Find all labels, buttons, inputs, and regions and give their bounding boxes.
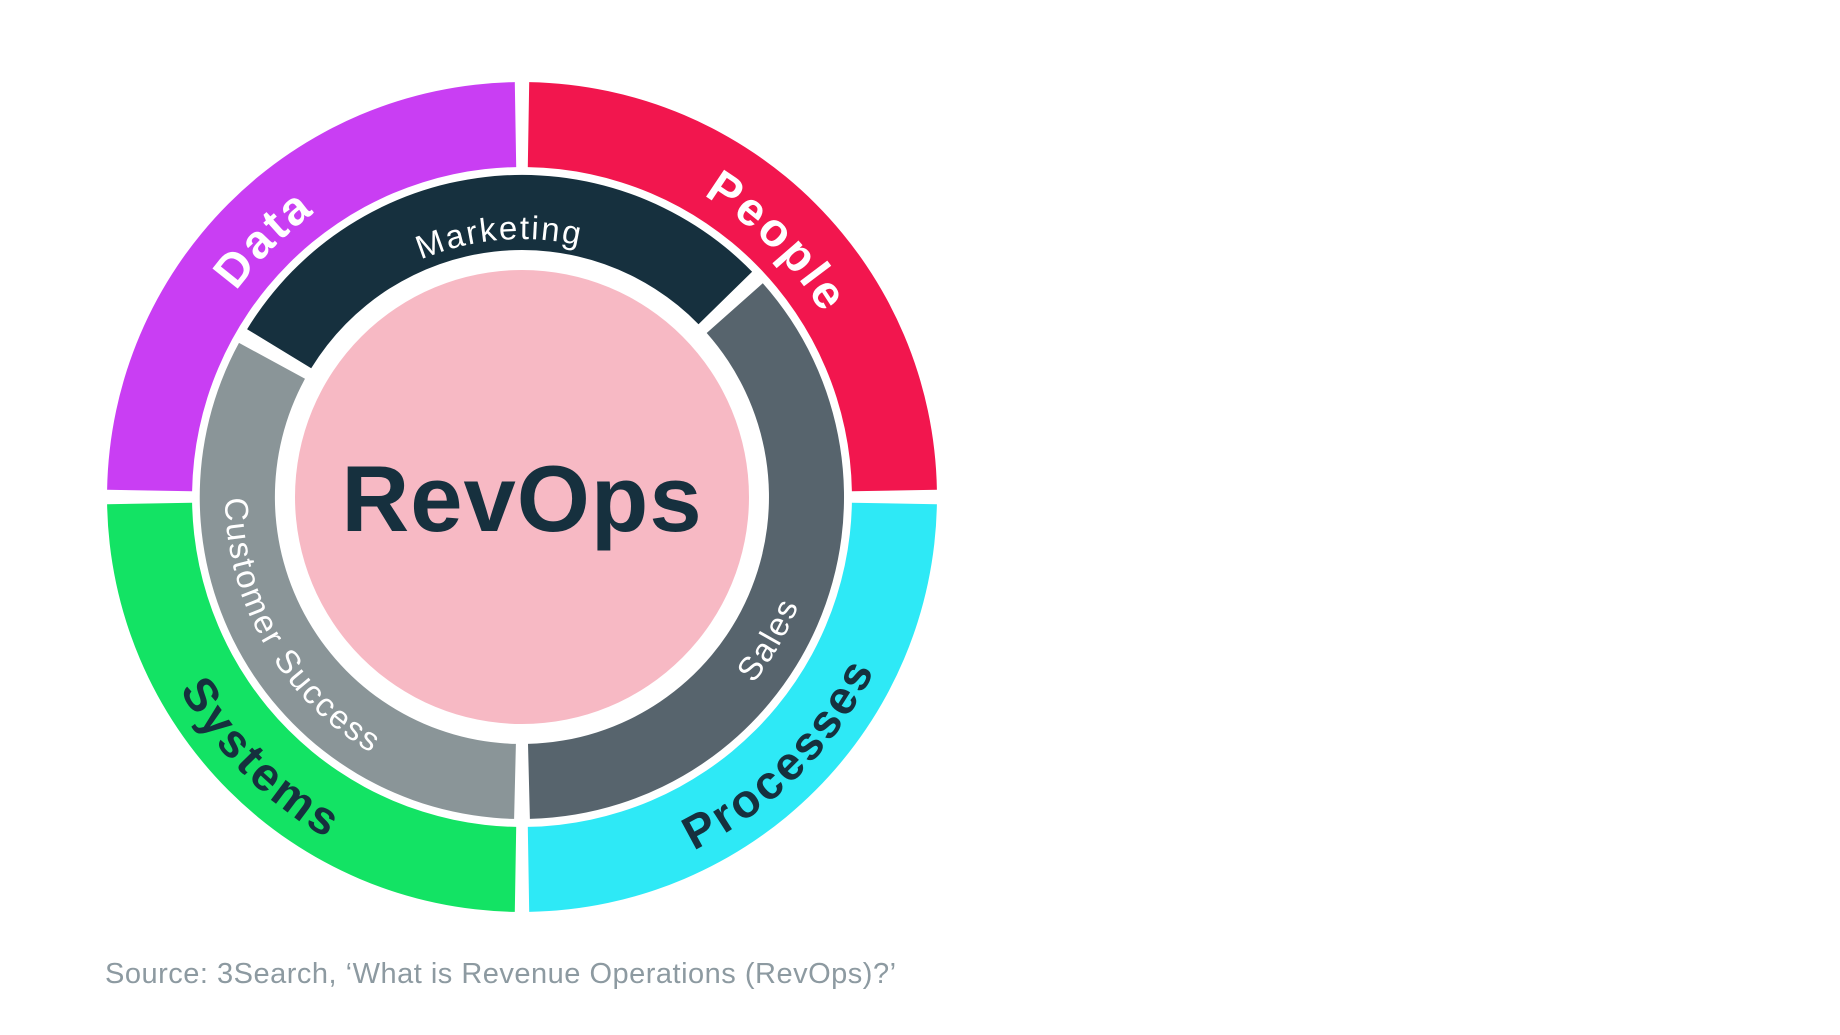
- outer-segment-data: [107, 82, 517, 492]
- center-title: RevOps: [341, 446, 702, 551]
- outer-segment-people: [527, 82, 937, 492]
- middle-segment-marketing: [247, 174, 753, 369]
- middle-segment-customer-success: [199, 342, 516, 819]
- middle-segment-sales: [528, 283, 845, 819]
- outer-segment-systems: [107, 502, 517, 912]
- center-circle: [295, 270, 749, 724]
- outer-segment-processes: [527, 502, 937, 912]
- source-caption: Source: 3Search, ‘What is Revenue Operat…: [105, 958, 897, 990]
